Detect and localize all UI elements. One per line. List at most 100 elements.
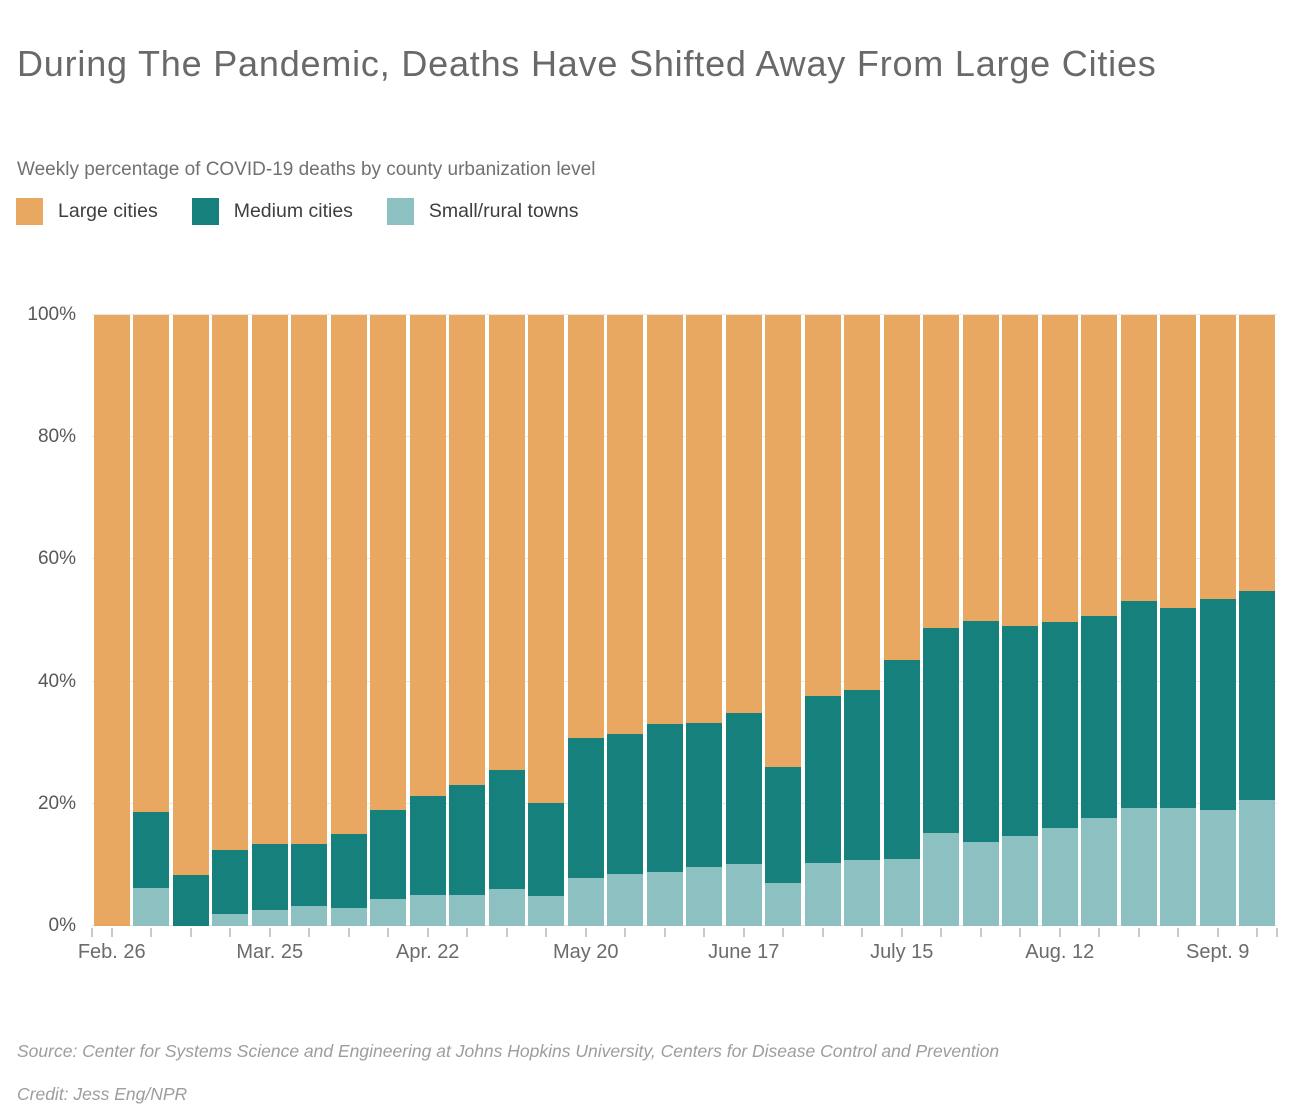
- bar-15-segment-medium-cities[interactable]: [686, 723, 723, 868]
- bar-0-segment-large-cities[interactable]: [93, 315, 130, 926]
- bar-29-segment-medium-cities[interactable]: [1239, 591, 1276, 801]
- bar-27-segment-small-rural-towns[interactable]: [1160, 808, 1197, 926]
- bar-5-segment-small-rural-towns[interactable]: [291, 905, 328, 926]
- bar-9-segment-medium-cities[interactable]: [449, 784, 486, 895]
- bar-26-segment-large-cities[interactable]: [1120, 315, 1157, 601]
- bar-20-segment-medium-cities[interactable]: [883, 659, 920, 859]
- bar-2-segment-large-cities[interactable]: [172, 315, 209, 876]
- bar-5-segment-large-cities[interactable]: [291, 315, 328, 845]
- bar-28-segment-large-cities[interactable]: [1199, 315, 1236, 600]
- bar-20-segment-small-rural-towns[interactable]: [883, 858, 920, 926]
- legend-label-small-rural-towns: Small/rural towns: [428, 200, 579, 222]
- bar-3-segment-medium-cities[interactable]: [212, 850, 249, 915]
- bar-4-segment-small-rural-towns[interactable]: [251, 910, 288, 926]
- bar-11-segment-large-cities[interactable]: [528, 315, 565, 804]
- bar-16-segment-large-cities[interactable]: [725, 315, 762, 714]
- bar-12-segment-medium-cities[interactable]: [567, 737, 604, 878]
- bar-17: [765, 315, 802, 926]
- bar-12-segment-small-rural-towns[interactable]: [567, 877, 604, 926]
- bar-5-segment-medium-cities[interactable]: [291, 844, 328, 906]
- bar-3-segment-small-rural-towns[interactable]: [212, 914, 249, 926]
- bar-14-segment-medium-cities[interactable]: [646, 724, 683, 872]
- bar-1-segment-small-rural-towns[interactable]: [133, 887, 170, 926]
- bar-9-segment-large-cities[interactable]: [449, 315, 486, 785]
- x-axis-tick: [663, 928, 666, 937]
- bar-10-segment-small-rural-towns[interactable]: [488, 889, 525, 926]
- x-axis-tick: [584, 928, 587, 937]
- bar-6-segment-small-rural-towns[interactable]: [330, 907, 367, 926]
- bar-9-segment-small-rural-towns[interactable]: [449, 894, 486, 926]
- bar-24-segment-large-cities[interactable]: [1041, 315, 1078, 622]
- bar-4-segment-large-cities[interactable]: [251, 315, 288, 845]
- bar-21-segment-large-cities[interactable]: [923, 315, 960, 628]
- bar-17-segment-medium-cities[interactable]: [765, 766, 802, 883]
- bar-27-segment-medium-cities[interactable]: [1160, 607, 1197, 809]
- bar-7-segment-medium-cities[interactable]: [370, 809, 407, 900]
- bar-13-segment-small-rural-towns[interactable]: [607, 874, 644, 926]
- bar-23-segment-large-cities[interactable]: [1002, 315, 1039, 627]
- bar-4-segment-medium-cities[interactable]: [251, 844, 288, 911]
- bar-8-segment-large-cities[interactable]: [409, 315, 446, 796]
- bar-22-segment-small-rural-towns[interactable]: [962, 841, 999, 926]
- bar-28-segment-small-rural-towns[interactable]: [1199, 809, 1236, 926]
- bar-23-segment-medium-cities[interactable]: [1002, 626, 1039, 836]
- bar-21-segment-medium-cities[interactable]: [923, 627, 960, 834]
- bar-16-segment-medium-cities[interactable]: [725, 713, 762, 864]
- bar-25-segment-small-rural-towns[interactable]: [1081, 818, 1118, 926]
- bar-29-segment-large-cities[interactable]: [1239, 315, 1276, 592]
- bar-6-segment-large-cities[interactable]: [330, 315, 367, 835]
- bar-11-segment-medium-cities[interactable]: [528, 803, 565, 897]
- bar-24-segment-medium-cities[interactable]: [1041, 621, 1078, 828]
- x-axis-tick: [821, 928, 824, 937]
- bar-1-segment-medium-cities[interactable]: [133, 811, 170, 888]
- bar-10-segment-medium-cities[interactable]: [488, 770, 525, 890]
- bar-20-segment-large-cities[interactable]: [883, 315, 920, 660]
- bar-24-segment-small-rural-towns[interactable]: [1041, 827, 1078, 926]
- bar-27-segment-large-cities[interactable]: [1160, 315, 1197, 608]
- bar-14-segment-small-rural-towns[interactable]: [646, 871, 683, 926]
- bar-22-segment-medium-cities[interactable]: [962, 621, 999, 842]
- bar-18-segment-medium-cities[interactable]: [804, 695, 841, 864]
- x-axis-label-aug-12: Aug. 12: [1025, 941, 1095, 963]
- bar-13-segment-medium-cities[interactable]: [607, 733, 644, 875]
- bar-18-segment-large-cities[interactable]: [804, 315, 841, 696]
- bar-17-segment-large-cities[interactable]: [765, 315, 802, 767]
- bar-8-segment-medium-cities[interactable]: [409, 795, 446, 895]
- legend-swatch-small-rural-towns: [386, 198, 414, 225]
- bar-13-segment-large-cities[interactable]: [607, 315, 644, 734]
- bar-18-segment-small-rural-towns[interactable]: [804, 863, 841, 926]
- bar-26-segment-medium-cities[interactable]: [1120, 600, 1157, 809]
- bar-22: [962, 315, 999, 926]
- bar-29-segment-small-rural-towns[interactable]: [1239, 800, 1276, 926]
- bar-25-segment-medium-cities[interactable]: [1081, 615, 1118, 819]
- bar-25-segment-large-cities[interactable]: [1081, 315, 1118, 616]
- bar-1-segment-large-cities[interactable]: [133, 315, 170, 812]
- x-axis-tick: [979, 928, 982, 937]
- bar-7-segment-small-rural-towns[interactable]: [370, 899, 407, 926]
- bar-10-segment-large-cities[interactable]: [488, 315, 525, 771]
- bar-6-segment-medium-cities[interactable]: [330, 834, 367, 908]
- bar-19-segment-medium-cities[interactable]: [844, 689, 881, 861]
- bar-11-segment-small-rural-towns[interactable]: [528, 896, 565, 926]
- bar-19-segment-large-cities[interactable]: [844, 315, 881, 690]
- bar-15-segment-large-cities[interactable]: [686, 315, 723, 724]
- bar-7-segment-large-cities[interactable]: [370, 315, 407, 810]
- bar-14-segment-large-cities[interactable]: [646, 315, 683, 725]
- bar-28-segment-medium-cities[interactable]: [1199, 599, 1236, 810]
- bar-3-segment-large-cities[interactable]: [212, 315, 249, 851]
- bar-2-segment-medium-cities[interactable]: [172, 875, 209, 926]
- bar-15-segment-small-rural-towns[interactable]: [686, 867, 723, 926]
- chart-subtitle: Weekly percentage of COVID-19 deaths by …: [17, 159, 596, 180]
- bar-22-segment-large-cities[interactable]: [962, 315, 999, 622]
- x-axis-tick: [1177, 928, 1180, 937]
- bar-26-segment-small-rural-towns[interactable]: [1120, 808, 1157, 926]
- bar-21-segment-small-rural-towns[interactable]: [923, 833, 960, 926]
- bar-23-segment-small-rural-towns[interactable]: [1002, 835, 1039, 926]
- bar-17-segment-small-rural-towns[interactable]: [765, 882, 802, 926]
- bar-26: [1120, 315, 1157, 926]
- bar-10: [488, 315, 525, 926]
- bar-12-segment-large-cities[interactable]: [567, 315, 604, 738]
- bar-16-segment-small-rural-towns[interactable]: [725, 863, 762, 926]
- bar-19-segment-small-rural-towns[interactable]: [844, 860, 881, 926]
- bar-8-segment-small-rural-towns[interactable]: [409, 894, 446, 926]
